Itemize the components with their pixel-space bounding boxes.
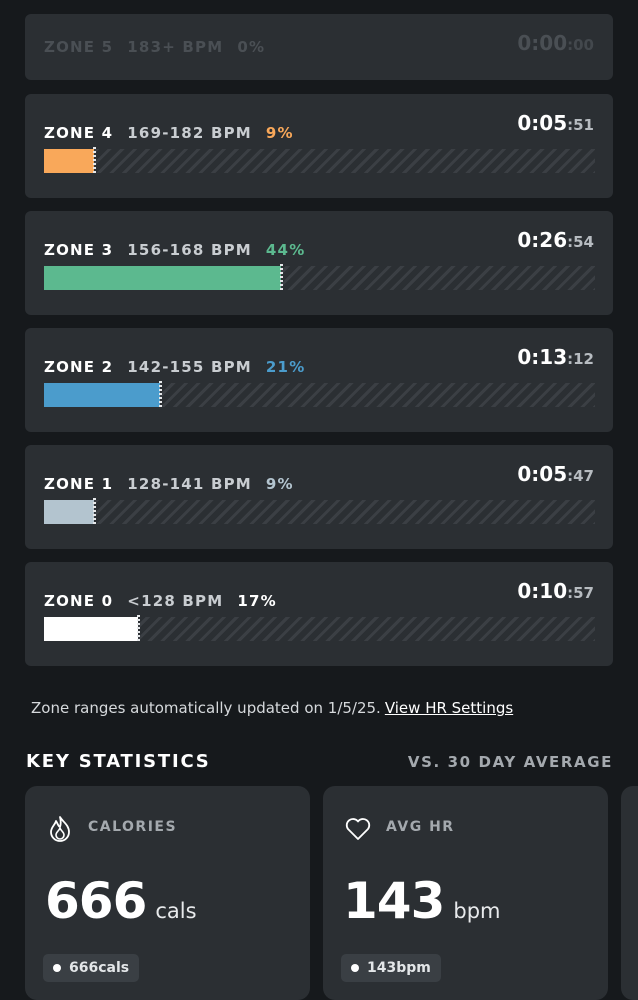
zone-update-note: Zone ranges automatically updated on 1/5… bbox=[31, 699, 513, 717]
zone-progress-fill bbox=[44, 617, 138, 641]
stat-unit: cals bbox=[155, 899, 197, 923]
zone-time: 0:26:54 bbox=[517, 228, 594, 252]
average-pill-text: 143bpm bbox=[367, 960, 431, 976]
zone-range: 128-141 BPM bbox=[127, 475, 252, 493]
zone-card-5: ZONE 5 183+ BPM 0% 0:00:00 bbox=[25, 14, 613, 80]
zone-range: 156-168 BPM bbox=[127, 241, 252, 259]
zone-header: ZONE 3 156-168 BPM 44% bbox=[44, 241, 305, 259]
zone-time-main: 0:05 bbox=[517, 111, 568, 135]
zone-progress-track bbox=[44, 615, 595, 643]
zone-time-seconds: :57 bbox=[567, 584, 594, 602]
zone-progress-track bbox=[44, 264, 595, 292]
zone-time-main: 0:00 bbox=[517, 31, 568, 55]
zone-percent: 17% bbox=[237, 592, 277, 610]
average-pill: 666cals bbox=[43, 954, 140, 982]
flame-icon bbox=[50, 816, 70, 842]
stat-number: 666 bbox=[45, 872, 147, 930]
pill-dot bbox=[351, 964, 359, 972]
zone-name: ZONE 5 bbox=[44, 38, 114, 56]
zone-range: 142-155 BPM bbox=[127, 358, 252, 376]
zone-time-main: 0:13 bbox=[517, 345, 568, 369]
zone-time-seconds: :00 bbox=[567, 36, 594, 54]
zone-name: ZONE 0 bbox=[44, 592, 114, 610]
view-hr-settings-link[interactable]: View HR Settings bbox=[384, 699, 514, 717]
zone-percent: 9% bbox=[265, 475, 294, 493]
zone-header: ZONE 4 169-182 BPM 9% bbox=[44, 124, 294, 142]
heart-icon bbox=[345, 818, 371, 840]
zone-time-main: 0:26 bbox=[517, 228, 568, 252]
stat-unit: bpm bbox=[453, 899, 501, 923]
average-pill: 143bpm bbox=[341, 954, 441, 982]
zone-name: ZONE 4 bbox=[44, 124, 114, 142]
zone-progress-track bbox=[44, 381, 595, 409]
zone-time: 0:00:00 bbox=[517, 31, 594, 55]
zone-time: 0:05:51 bbox=[517, 111, 594, 135]
zone-time-seconds: :54 bbox=[567, 233, 594, 251]
zone-time: 0:13:12 bbox=[517, 345, 594, 369]
zone-header: ZONE 2 142-155 BPM 21% bbox=[44, 358, 305, 376]
zone-time-seconds: :47 bbox=[567, 467, 594, 485]
avg-hr-card[interactable]: AVG HR 143 bpm 143bpm bbox=[323, 786, 608, 1000]
zone-update-text: Zone ranges automatically updated on 1/5… bbox=[31, 699, 381, 717]
zone-progress-fill bbox=[44, 383, 160, 407]
average-pill-text: 666cals bbox=[69, 960, 130, 976]
key-statistics-title: KEY STATISTICS bbox=[26, 751, 211, 772]
stat-value: 666 cals bbox=[45, 872, 197, 930]
zone-range: <128 BPM bbox=[127, 592, 224, 610]
zone-name: ZONE 2 bbox=[44, 358, 114, 376]
zone-progress-track bbox=[44, 498, 595, 526]
comparison-label[interactable]: VS. 30 DAY AVERAGE bbox=[407, 753, 613, 771]
zone-header: ZONE 1 128-141 BPM 9% bbox=[44, 475, 294, 493]
zone-range: 183+ BPM bbox=[127, 38, 224, 56]
stat-label: AVG HR bbox=[386, 819, 455, 835]
zone-card-4: ZONE 4 169-182 BPM 9% 0:05:51 bbox=[25, 94, 613, 198]
zone-percent: 0% bbox=[237, 38, 266, 56]
zone-percent: 21% bbox=[265, 358, 306, 376]
stat-number: 143 bbox=[343, 872, 445, 930]
stat-value: 143 bpm bbox=[343, 872, 501, 930]
zone-header: ZONE 0 <128 BPM 17% bbox=[44, 592, 277, 610]
zone-time-seconds: :51 bbox=[567, 116, 594, 134]
zone-name: ZONE 1 bbox=[44, 475, 114, 493]
zone-card-1: ZONE 1 128-141 BPM 9% 0:05:47 bbox=[25, 445, 613, 549]
zone-time-main: 0:10 bbox=[517, 579, 568, 603]
zone-progress-marker bbox=[93, 147, 96, 175]
zone-card-0: ZONE 0 <128 BPM 17% 0:10:57 bbox=[25, 562, 613, 666]
zone-card-3: ZONE 3 156-168 BPM 44% 0:26:54 bbox=[25, 211, 613, 315]
zone-percent: 44% bbox=[265, 241, 306, 259]
zone-time-main: 0:05 bbox=[517, 462, 568, 486]
zone-time: 0:10:57 bbox=[517, 579, 594, 603]
zone-progress-marker bbox=[159, 381, 162, 409]
stat-label: CALORIES bbox=[88, 819, 178, 835]
zone-header: ZONE 5 183+ BPM 0% bbox=[44, 38, 265, 56]
zone-progress-fill bbox=[44, 266, 281, 290]
zone-progress-marker bbox=[93, 498, 96, 526]
pill-dot bbox=[53, 964, 61, 972]
zone-percent: 9% bbox=[265, 124, 294, 142]
zone-progress-fill bbox=[44, 149, 94, 173]
zone-progress-marker bbox=[280, 264, 283, 292]
zone-progress-track bbox=[44, 147, 595, 175]
zone-range: 169-182 BPM bbox=[127, 124, 252, 142]
zone-time-seconds: :12 bbox=[567, 350, 594, 368]
next-stat-card[interactable] bbox=[621, 786, 638, 1000]
zone-progress-marker bbox=[137, 615, 140, 643]
zone-time: 0:05:47 bbox=[517, 462, 594, 486]
zone-name: ZONE 3 bbox=[44, 241, 114, 259]
zone-progress-fill bbox=[44, 500, 94, 524]
zone-card-2: ZONE 2 142-155 BPM 21% 0:13:12 bbox=[25, 328, 613, 432]
calories-card[interactable]: CALORIES 666 cals 666cals bbox=[25, 786, 310, 1000]
